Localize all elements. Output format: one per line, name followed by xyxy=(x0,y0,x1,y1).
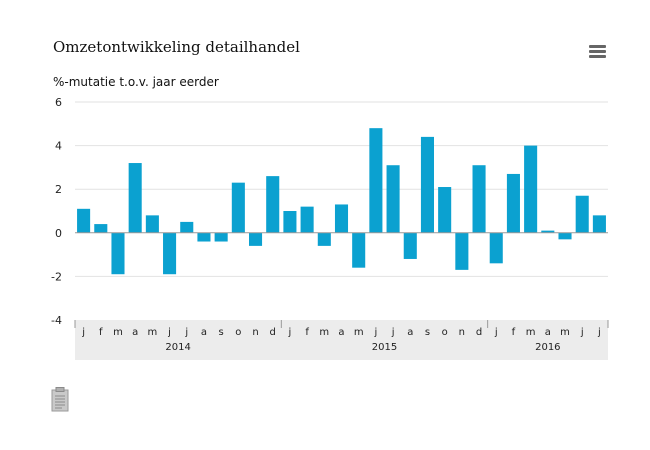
bar xyxy=(438,187,452,233)
bar xyxy=(592,215,606,233)
y-axis-label: %-mutatie t.o.v. jaar eerder xyxy=(53,75,219,89)
bar xyxy=(506,173,520,233)
x-tick-label: f xyxy=(305,327,309,338)
bar xyxy=(283,211,297,233)
x-tick-label: m xyxy=(526,327,536,338)
y-tick-label: 6 xyxy=(55,96,62,109)
bar xyxy=(524,145,538,233)
x-tick-label: o xyxy=(442,327,448,338)
bar xyxy=(558,232,572,240)
bar xyxy=(472,165,486,233)
x-tick-label: m xyxy=(113,327,123,338)
x-tick-label: o xyxy=(235,327,241,338)
bar xyxy=(111,232,125,275)
document-icon[interactable] xyxy=(51,387,69,412)
x-tick-label: n xyxy=(459,327,465,338)
x-tick-label: d xyxy=(270,327,276,338)
bar xyxy=(386,165,400,233)
x-tick-label: j xyxy=(373,327,377,338)
bar xyxy=(317,232,331,246)
bar xyxy=(334,204,349,233)
bar xyxy=(248,232,263,246)
x-tick-label: j xyxy=(580,327,584,338)
x-tick-label: m xyxy=(560,327,570,338)
x-tick-label: m xyxy=(147,327,157,338)
x-tick-label: j xyxy=(81,327,85,338)
x-tick-label: s xyxy=(425,327,430,338)
y-tick-label: -2 xyxy=(51,270,62,283)
bar xyxy=(94,224,108,233)
chart-title: Omzetontwikkeling detailhandel xyxy=(53,38,300,56)
year-label: 2014 xyxy=(165,342,190,353)
x-tick-label: j xyxy=(288,327,292,338)
x-tick-label: j xyxy=(167,327,171,338)
y-tick-label: -4 xyxy=(51,314,62,327)
x-tick-label: a xyxy=(545,327,551,338)
x-axis-band xyxy=(75,320,608,360)
bar xyxy=(128,163,142,233)
x-tick-label: f xyxy=(512,327,516,338)
y-tick-label: 2 xyxy=(55,183,62,196)
y-tick-label: 4 xyxy=(55,140,62,153)
x-tick-label: n xyxy=(252,327,258,338)
bar xyxy=(77,208,91,233)
x-tick-label: m xyxy=(319,327,329,338)
year-label: 2016 xyxy=(535,342,560,353)
bar xyxy=(300,206,314,233)
x-tick-label: m xyxy=(354,327,364,338)
x-tick-label: d xyxy=(476,327,482,338)
x-tick-label: a xyxy=(407,327,413,338)
x-tick-label: f xyxy=(99,327,103,338)
hamburger-menu-icon[interactable] xyxy=(589,45,606,59)
x-tick-label: a xyxy=(338,327,344,338)
bar xyxy=(369,128,383,233)
bar xyxy=(266,176,280,233)
x-tick-label: j xyxy=(391,327,395,338)
x-tick-label: j xyxy=(494,327,498,338)
bar xyxy=(214,232,228,242)
bar xyxy=(145,215,159,233)
bar xyxy=(197,232,211,242)
bar xyxy=(420,136,435,233)
year-label: 2015 xyxy=(372,342,397,353)
bar xyxy=(231,182,245,233)
x-tick-label: j xyxy=(597,327,601,338)
x-tick-label: s xyxy=(219,327,224,338)
x-tick-label: j xyxy=(184,327,188,338)
bar xyxy=(403,232,417,259)
y-tick-label: 0 xyxy=(55,227,62,240)
bar xyxy=(352,232,366,268)
bar xyxy=(541,230,555,233)
bar xyxy=(180,221,194,233)
x-tick-label: a xyxy=(132,327,138,338)
bar xyxy=(163,232,177,275)
bar xyxy=(455,232,469,270)
x-tick-label: a xyxy=(201,327,207,338)
bar xyxy=(575,195,589,233)
bar xyxy=(489,232,503,264)
